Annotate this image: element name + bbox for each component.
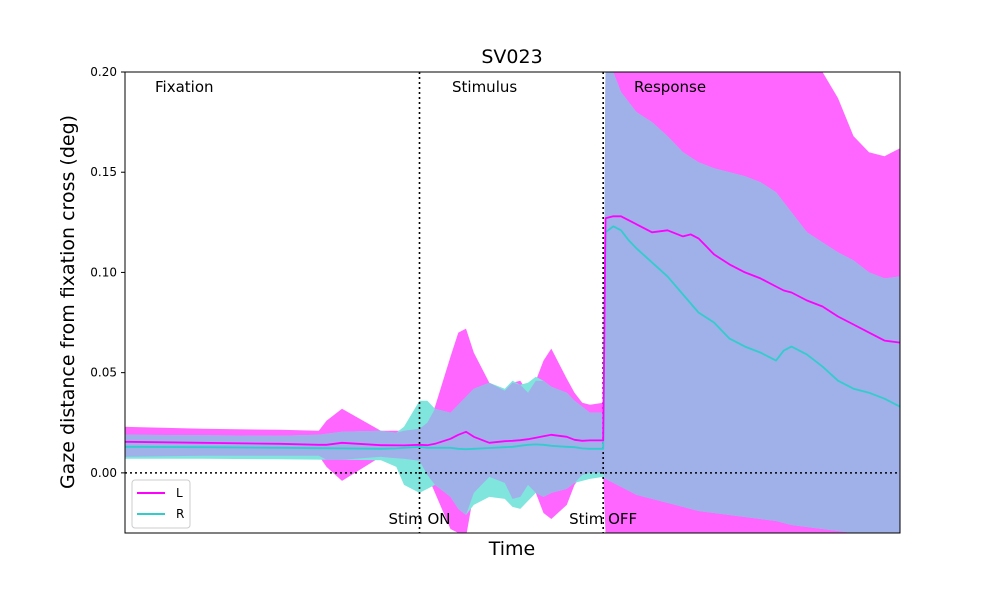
event-label-stim-off: Stim OFF xyxy=(569,510,637,528)
y-axis-title: Gaze distance from fixation cross (deg) xyxy=(57,115,79,489)
y-tick-label: 0.20 xyxy=(90,65,117,79)
x-axis-title: Time xyxy=(488,538,536,560)
phase-label-fixation: Fixation xyxy=(155,78,214,96)
mean-lines xyxy=(125,215,900,451)
plot-area xyxy=(125,72,900,533)
y-tick-label: 0.15 xyxy=(90,165,117,179)
phase-labels: Fixation Stimulus Response xyxy=(155,78,706,96)
legend-label-r: R xyxy=(176,507,184,521)
y-axis-ticks: 0.00 0.05 0.10 0.15 0.20 xyxy=(90,65,125,480)
mean-line-r xyxy=(125,225,900,451)
y-tick-label: 0.00 xyxy=(90,466,117,480)
plot-frame xyxy=(124,71,901,534)
phase-label-response: Response xyxy=(634,78,706,96)
y-tick-label: 0.10 xyxy=(90,265,117,279)
band-overlap xyxy=(125,72,900,533)
event-label-stim-on: Stim ON xyxy=(389,510,451,528)
legend: LR xyxy=(131,479,191,529)
legend-label-l: L xyxy=(176,486,183,500)
chart-title: SV023 xyxy=(481,46,542,68)
reference-lines xyxy=(125,72,900,533)
y-tick-label: 0.05 xyxy=(90,366,117,380)
mean-line-l xyxy=(125,215,900,447)
phase-label-stimulus: Stimulus xyxy=(452,78,517,96)
event-labels: Stim ON Stim OFF xyxy=(389,510,638,528)
band-layer-overlap xyxy=(125,72,900,533)
